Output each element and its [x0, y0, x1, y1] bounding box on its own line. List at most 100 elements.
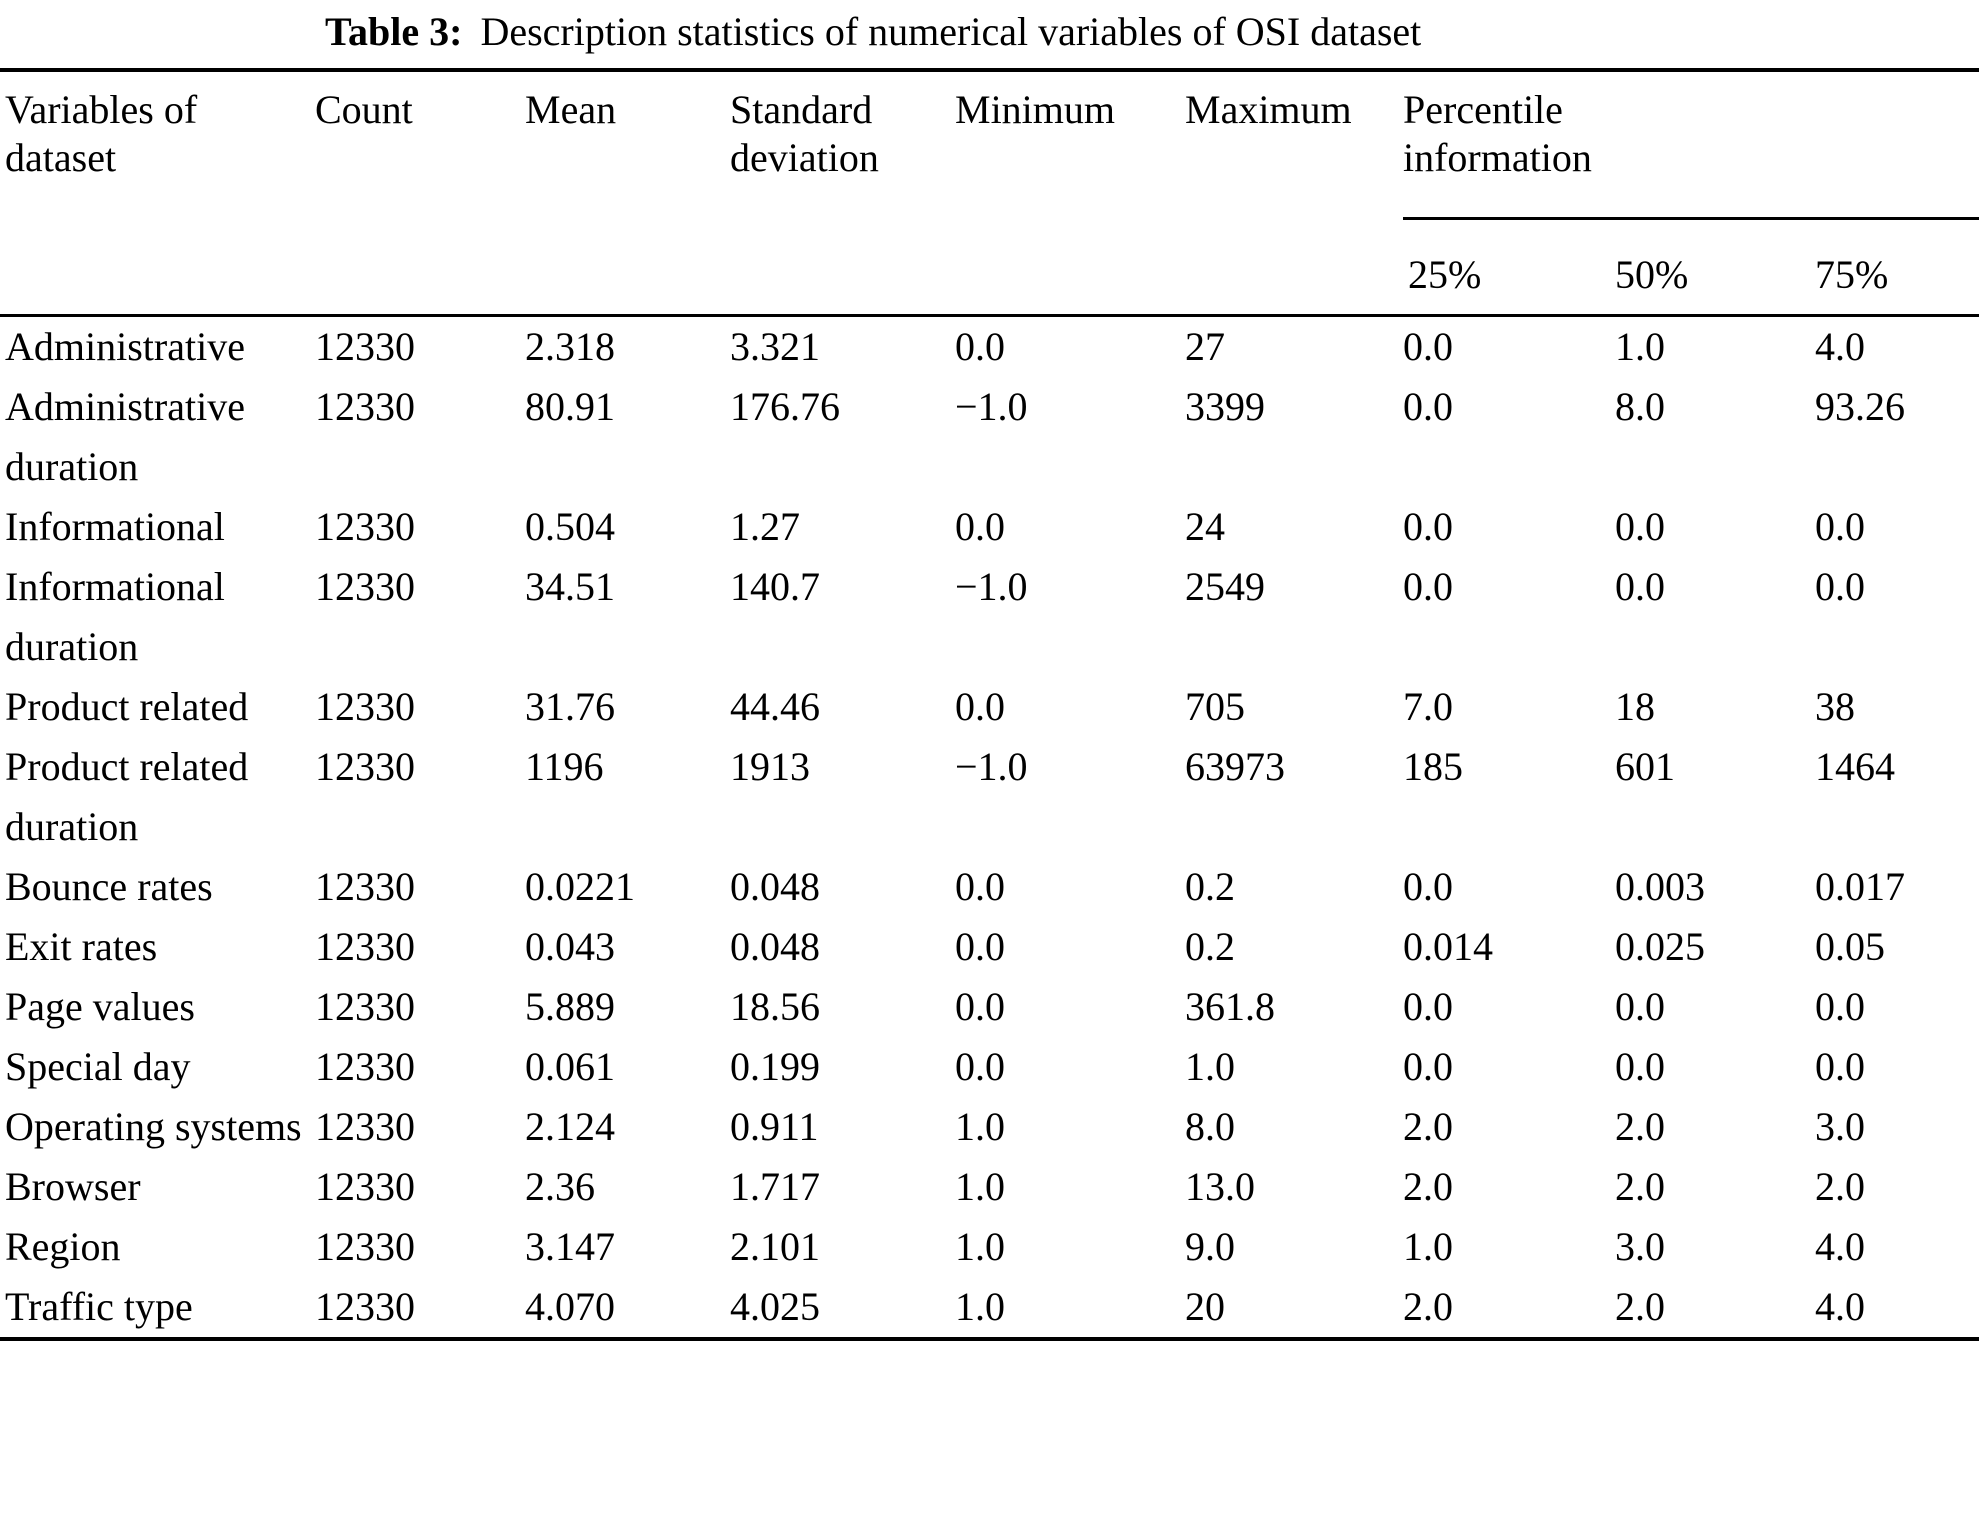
value-cell: 4.070	[525, 1283, 615, 1329]
value-cell: 4.0	[1815, 1283, 1865, 1329]
value-cell: 1.717	[730, 1163, 820, 1209]
header-row-percentiles: 25% 50% 75%	[0, 218, 1979, 317]
value-cell: 3.0	[1615, 1223, 1665, 1269]
col-header-minimum: Minimum	[955, 70, 1185, 317]
value-cell: 3.147	[525, 1223, 615, 1269]
value-cell: 12330	[315, 863, 415, 909]
value-cell: 0.0	[1403, 983, 1453, 1029]
value-cell: 0.0	[955, 863, 1005, 909]
col-header-percentile-group: Percentile information	[1403, 70, 1979, 220]
value-cell: 0.0	[1615, 563, 1665, 609]
value-cell: 1196	[525, 743, 604, 789]
value-cell: 1.0	[1403, 1223, 1453, 1269]
value-cell: 0.0	[1403, 863, 1453, 909]
value-cell: 2549	[1185, 563, 1265, 609]
value-cell: 0.0	[1615, 1043, 1665, 1089]
value-cell: 12330	[315, 1163, 415, 1209]
value-cell: 0.911	[730, 1103, 819, 1149]
value-cell: 2.101	[730, 1223, 820, 1269]
value-cell: 0.0	[1403, 1043, 1453, 1089]
value-cell: 0.504	[525, 503, 615, 549]
col-header-mean: Mean	[525, 70, 730, 317]
value-cell: 1464	[1815, 743, 1895, 789]
col-header-std-deviation: Standard deviation	[730, 70, 955, 317]
value-cell: 0.014	[1403, 923, 1493, 969]
value-cell: 31.76	[525, 683, 615, 729]
value-cell: 0.0	[955, 323, 1005, 369]
value-cell: 12330	[315, 1043, 415, 1089]
value-cell: 1.0	[955, 1223, 1005, 1269]
table-row: Administrative duration 12330 80.91 176.76 −…	[0, 377, 1979, 497]
value-cell: 12330	[315, 683, 415, 729]
value-cell: 13.0	[1185, 1163, 1255, 1209]
variable-name-cell: Page values	[5, 983, 195, 1029]
variable-name-cell: Operating systems	[5, 1103, 302, 1149]
value-cell: 0.0	[1403, 383, 1453, 429]
value-cell: 2.318	[525, 323, 615, 369]
table-row: Administrative 12330 2.318 3.321 0.0 27 0.0 1.0…	[0, 315, 1979, 377]
value-cell: 12330	[315, 983, 415, 1029]
table-row: Region 12330 3.147 2.101 1.0 9.0 1.0 3.0 4.0	[0, 1217, 1979, 1277]
value-cell: 140.7	[730, 563, 820, 609]
value-cell: 12330	[315, 563, 415, 609]
value-cell: 0.0	[955, 1043, 1005, 1089]
value-cell: 0.061	[525, 1043, 615, 1089]
header-row-main: Variables of dataset Count Mean Standard…	[0, 70, 1979, 317]
value-cell: 12330	[315, 323, 415, 369]
caption-label: Table 3:	[325, 9, 463, 54]
value-cell: 1.0	[955, 1103, 1005, 1149]
col-header-variables: Variables of dataset	[0, 70, 315, 317]
value-cell: 601	[1615, 743, 1675, 789]
value-cell: 0.0	[955, 683, 1005, 729]
col-header-75: 75%	[1815, 218, 1979, 317]
variable-name-cell: Region	[5, 1223, 121, 1269]
variable-name-cell: Exit rates	[5, 923, 158, 969]
value-cell: 0.048	[730, 863, 820, 909]
value-cell: 0.199	[730, 1043, 820, 1089]
value-cell: 0.05	[1815, 923, 1885, 969]
value-cell: 0.0	[1615, 503, 1665, 549]
value-cell: 12330	[315, 1103, 415, 1149]
value-cell: 44.46	[730, 683, 820, 729]
value-cell: 9.0	[1185, 1223, 1235, 1269]
variable-name-cell: Informational duration	[5, 563, 225, 669]
value-cell: 34.51	[525, 563, 615, 609]
value-cell: 176.76	[730, 383, 840, 429]
value-cell: 63973	[1185, 743, 1285, 789]
statistics-table: Variables of dataset Count Mean Standard…	[0, 68, 1979, 1341]
table-row: Browser 12330 2.36 1.717 1.0 13.0 2.0 2.0 2.0	[0, 1157, 1979, 1217]
value-cell: 12330	[315, 1223, 415, 1269]
value-cell: 185	[1403, 743, 1463, 789]
value-cell: 38	[1815, 683, 1855, 729]
value-cell: 0.025	[1615, 923, 1705, 969]
table-body: Administrative 12330 2.318 3.321 0.0 27 0.0 1.0…	[0, 315, 1979, 1339]
caption-text: Description statistics of numerical vari…	[480, 9, 1422, 54]
table-row: Traffic type 12330 4.070 4.025 1.0 20 2.0 2.0 4.…	[0, 1277, 1979, 1339]
value-cell: 4.0	[1815, 1223, 1865, 1269]
table-row: Operating systems 12330 2.124 0.911 1.0 8.0 2.…	[0, 1097, 1979, 1157]
value-cell: 2.124	[525, 1103, 615, 1149]
value-cell: 18	[1615, 683, 1655, 729]
value-cell: 3.321	[730, 323, 820, 369]
table-row: Product related duration 12330 1196 1913 −1.…	[0, 737, 1979, 857]
col-header-50: 50%	[1615, 218, 1815, 317]
value-cell: 8.0	[1185, 1103, 1235, 1149]
value-cell: 2.0	[1815, 1163, 1865, 1209]
value-cell: 24	[1185, 503, 1225, 549]
value-cell: 3399	[1185, 383, 1265, 429]
table-row: Special day 12330 0.061 0.199 0.0 1.0 0.0 0.0 0.…	[0, 1037, 1979, 1097]
table-row: Product related 12330 31.76 44.46 0.0 705 7.0 1…	[0, 677, 1979, 737]
table-row: Exit rates 12330 0.043 0.048 0.0 0.2 0.014 0.02…	[0, 917, 1979, 977]
value-cell: 12330	[315, 1283, 415, 1329]
value-cell: 1.0	[955, 1163, 1005, 1209]
value-cell: 5.889	[525, 983, 615, 1029]
value-cell: 0.048	[730, 923, 820, 969]
value-cell: 361.8	[1185, 983, 1275, 1029]
variable-name-cell: Browser	[5, 1163, 141, 1209]
value-cell: 0.2	[1185, 863, 1235, 909]
variable-name-cell: Administrative duration	[5, 383, 245, 489]
value-cell: 705	[1185, 683, 1245, 729]
value-cell: 2.0	[1403, 1283, 1453, 1329]
value-cell: 0.043	[525, 923, 615, 969]
value-cell: 12330	[315, 503, 415, 549]
